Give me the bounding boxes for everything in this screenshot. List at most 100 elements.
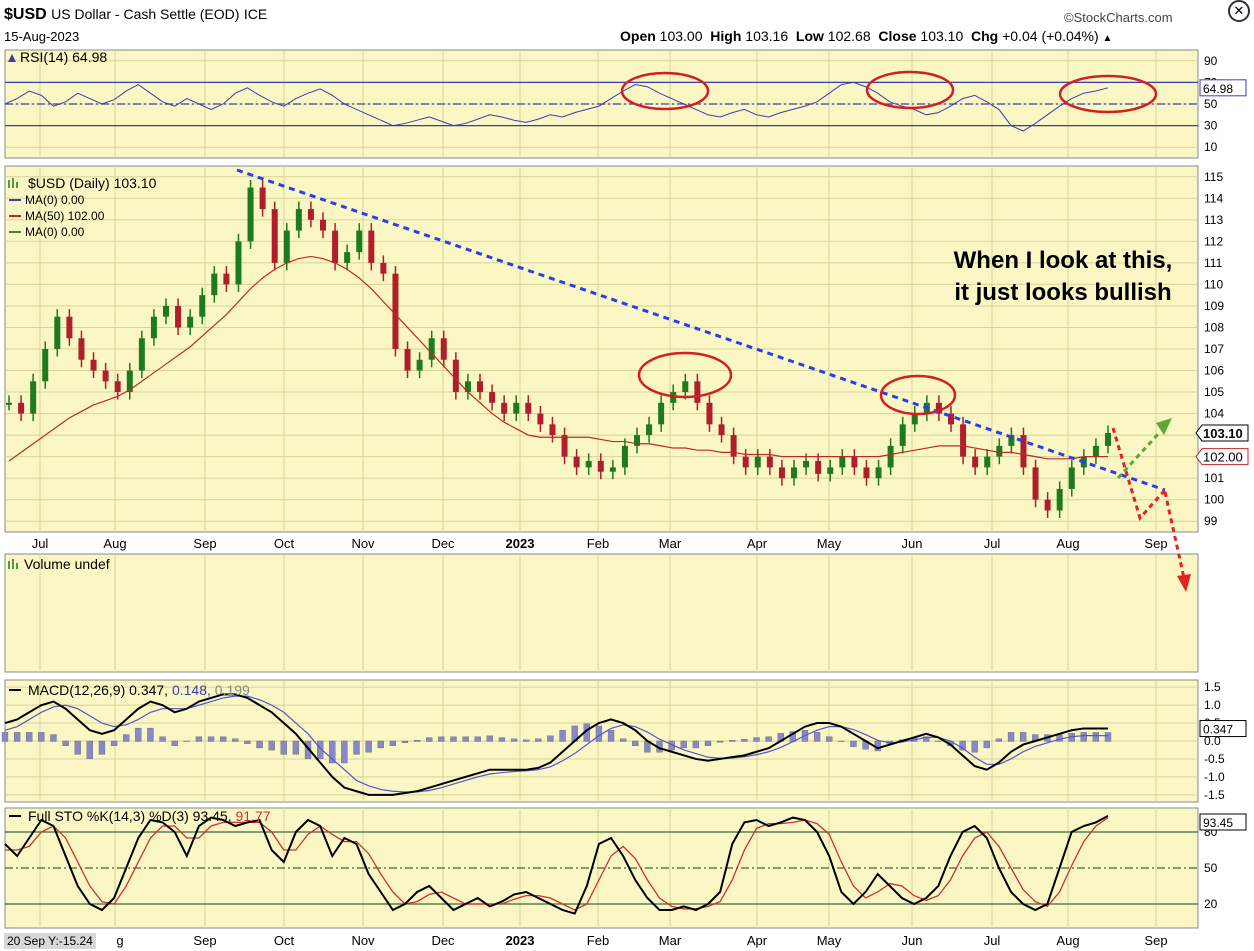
price-candle-body [392,273,399,349]
price-candle-body [235,241,242,285]
high-value: 103.16 [745,28,789,44]
price-candle-body [42,349,49,382]
ma50-line [8,255,1108,462]
price-candle-body [1008,435,1015,446]
macd-histogram-bar [995,738,1003,742]
macd-current-label: 0.347 [1203,723,1233,737]
close-value: 103.10 [920,28,964,44]
price-ytick-label: 101 [1204,471,1224,485]
macd-histogram-bar [438,736,445,742]
panel-volume [4,553,1199,673]
bottom-xaxis-label: g [116,933,123,948]
macd-ytick-label: 1.0 [1204,698,1221,712]
macd-histogram-bar [135,727,142,742]
price-candle-body [911,413,918,425]
price-candle-body [549,424,556,436]
price-candle-body [948,413,954,425]
price-candle-body [416,359,423,371]
price-ytick-label: 107 [1204,342,1224,356]
macd-histogram-bar [498,737,506,742]
macd-histogram-bar [220,736,227,742]
macd-histogram-bar [98,740,106,755]
rsi-highlight-circle [865,70,955,110]
annotation-text-2: it just looks bullish [954,279,1171,306]
price-ytick-label: 111 [1204,256,1223,270]
bottom-xaxis-label: Apr [747,933,768,948]
price-candle-body [827,467,834,474]
bottom-xaxis-label: Mar [659,933,682,948]
sto-current-box [1199,813,1247,831]
macd-histogram-bar [1020,732,1027,742]
price-ytick-label: 110 [1204,277,1223,291]
macd-histogram-bar [50,734,57,742]
macd-histogram-bar [195,736,203,742]
downtrend-line [236,168,1166,492]
price-candle-body [271,209,278,263]
price-candle-body [489,392,496,403]
red-projection-path [1111,427,1167,521]
macd-histogram-bar [232,738,239,742]
close-icon[interactable]: ✕ [1228,0,1250,22]
macd-ytick-label: -1.0 [1204,770,1225,784]
rsi-highlight-circle [1058,74,1158,114]
bottom-xaxis-label: Sep [193,933,216,948]
price-candle-body [464,381,471,393]
red-arrowhead-icon [1177,574,1191,592]
macd-histogram-bar [1,732,9,742]
ma50-price-box [1195,448,1249,466]
price-candle-body [90,359,97,371]
price-candle-body [778,467,785,479]
rsi-current-label: 64.98 [1203,82,1233,96]
price-candle-body [54,316,61,349]
macd-signal-value: 0.148, [168,682,211,698]
sto-current-label: 93.45 [1203,816,1233,830]
macd-histogram-bar [74,740,81,755]
price-candle-body [1020,435,1027,468]
price-candle-body [1044,499,1051,511]
ma50-price-label: 102.00 [1203,450,1243,465]
price-candle-body [996,445,1003,457]
bottom-xaxis-label: 2023 [506,933,535,948]
price-candle-body [223,273,230,285]
open-value: 103.00 [659,28,703,44]
price-candle-body [440,338,447,360]
macd-histogram-bar [13,732,21,742]
price-candle-body [356,230,363,253]
chg-up-arrow-icon: ▲ [1102,33,1113,44]
price-candle-body [30,381,37,414]
macd-ytick-label: 1.5 [1204,680,1221,694]
macd-hist-value: 0.199 [211,682,250,698]
macd-histogram-bar [620,738,627,742]
price-ytick-label: 112 [1204,234,1223,248]
price-candle-body [1068,467,1075,489]
chart-date: 15-Aug-2023 [4,29,80,44]
price-ytick-label: 114 [1204,191,1223,205]
sto-ytick-label: 50 [1204,861,1218,875]
rsi-ytick-label: 90 [1204,54,1218,68]
price-ytick-label: 100 [1204,493,1224,507]
rsi-label: RSI(14) 64.98 [20,49,107,65]
price-xaxis-label: Jul [32,536,49,551]
price-candle-body [307,209,314,220]
price-candle-body [730,435,737,457]
rsi-highlight-circle [620,71,710,111]
volume-label: Volume undef [24,556,110,572]
price-candle-body [984,456,991,468]
price-candle-body [972,456,979,468]
price-candle-body [706,402,713,425]
price-candle-body [18,402,25,414]
macd-histogram-bar [716,740,724,743]
macd-histogram-bar [765,736,772,742]
macd-histogram-bar [813,732,821,742]
macd-histogram-bar [183,740,190,742]
price-xaxis-label: Feb [587,536,609,551]
symbol: $USD [4,6,47,23]
price-ytick-label: 113 [1204,213,1223,227]
crosshair-readout: 20 Sep Y:-15.24 [4,933,96,949]
macd-histogram-bar [535,738,542,742]
price-candle-body [283,230,290,263]
macd-histogram-bar [316,740,324,759]
source-watermark: ©StockCharts.com [1064,10,1173,25]
price-candle-body [621,445,628,468]
price-candle-body [501,402,508,414]
